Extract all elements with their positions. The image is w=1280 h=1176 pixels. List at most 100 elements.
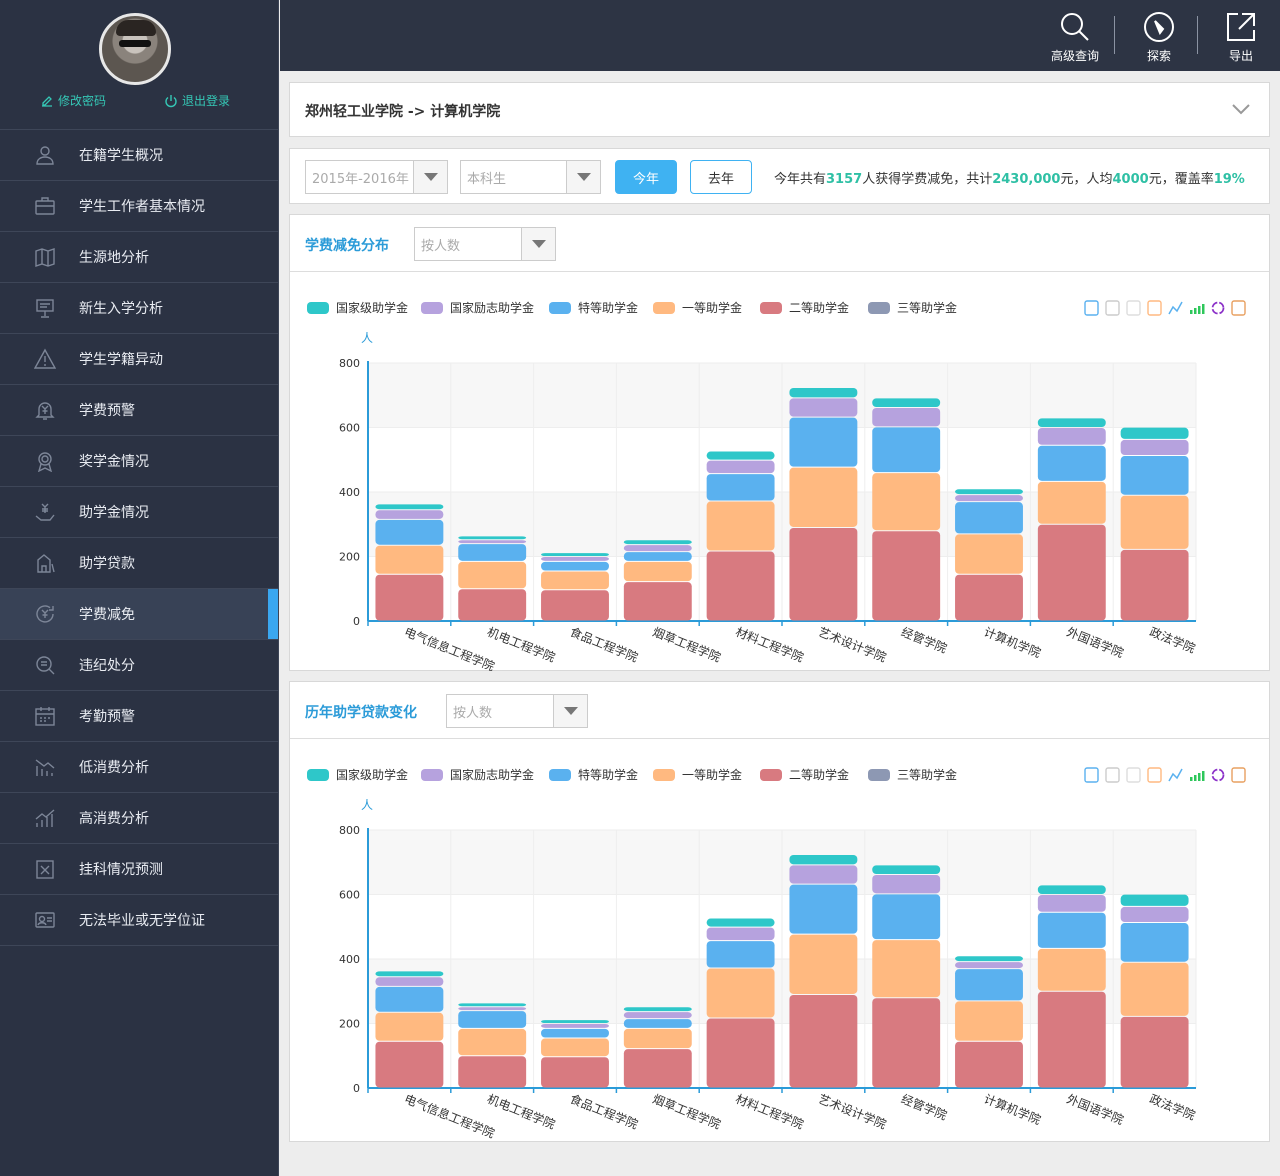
bar-segment[interactable] (955, 502, 1023, 534)
legend-item[interactable]: 二等助学金 (760, 767, 849, 782)
bar-segment[interactable] (541, 1020, 609, 1023)
bar-segment[interactable] (1120, 439, 1189, 456)
bar-segment[interactable] (458, 1056, 527, 1088)
bar-segment[interactable] (872, 531, 941, 621)
chart-metric-select[interactable]: 按人数 (446, 694, 588, 728)
bar-segment[interactable] (375, 977, 444, 986)
bar-segment[interactable] (706, 551, 775, 621)
bar-segment[interactable] (706, 1018, 775, 1088)
advanced-search-button[interactable]: 高级查询 (1051, 10, 1099, 64)
bar-segment[interactable] (375, 986, 444, 1012)
zoom-reset-icon[interactable] (1105, 767, 1120, 783)
refresh-icon[interactable] (1211, 301, 1225, 315)
avatar[interactable] (99, 13, 171, 85)
bar-segment[interactable] (541, 1024, 609, 1028)
bar-segment[interactable] (1037, 428, 1106, 445)
explore-button[interactable]: 探索 (1142, 10, 1176, 64)
save-image-icon[interactable] (1231, 300, 1246, 316)
bar-chart-icon[interactable] (1190, 771, 1205, 781)
sidebar-item[interactable]: 学生工作者基本情况 (0, 181, 278, 232)
bar-segment[interactable] (623, 1007, 692, 1012)
bar-segment[interactable] (623, 1049, 692, 1088)
bar-segment[interactable] (1037, 912, 1106, 948)
bar-segment[interactable] (706, 474, 775, 501)
bar-segment[interactable] (458, 589, 527, 621)
bar-segment[interactable] (1120, 427, 1189, 439)
sidebar-item[interactable]: 违纪处分 (0, 640, 278, 691)
bar-segment[interactable] (623, 561, 692, 582)
sidebar-item[interactable]: 新生入学分析 (0, 283, 278, 334)
bar-segment[interactable] (1120, 906, 1189, 923)
line-chart-icon[interactable] (1168, 301, 1183, 315)
save-image-icon[interactable] (1231, 767, 1246, 783)
bar-segment[interactable] (789, 884, 858, 934)
bar-segment[interactable] (872, 865, 941, 875)
bar-segment[interactable] (623, 540, 692, 545)
bar-segment[interactable] (541, 590, 609, 621)
legend-item[interactable]: 三等助学金 (868, 300, 957, 315)
bar-segment[interactable] (706, 927, 775, 941)
bar-segment[interactable] (623, 1012, 692, 1019)
bar-segment[interactable] (1037, 991, 1106, 1088)
bar-segment[interactable] (1120, 894, 1189, 906)
bar-segment[interactable] (458, 1007, 527, 1011)
bar-segment[interactable] (872, 875, 941, 894)
bar-segment[interactable] (1037, 948, 1106, 991)
bar-segment[interactable] (375, 504, 444, 510)
sidebar-item[interactable]: 无法毕业或无学位证 (0, 895, 278, 946)
bar-segment[interactable] (541, 553, 609, 556)
bar-segment[interactable] (789, 398, 858, 417)
bar-segment[interactable] (458, 1028, 527, 1056)
bar-segment[interactable] (375, 1012, 444, 1041)
sidebar-item[interactable]: 生源地分析 (0, 232, 278, 283)
student-level-select[interactable]: 本科生 (460, 160, 601, 194)
bar-segment[interactable] (1037, 885, 1106, 894)
bar-segment[interactable] (872, 940, 941, 998)
bar-segment[interactable] (1037, 895, 1106, 912)
bar-segment[interactable] (541, 561, 609, 571)
bar-segment[interactable] (706, 460, 775, 474)
bar-segment[interactable] (789, 388, 858, 398)
sidebar-item[interactable]: 高消费分析 (0, 793, 278, 844)
bar-segment[interactable] (872, 398, 941, 408)
bar-segment[interactable] (706, 501, 775, 551)
bar-segment[interactable] (623, 1028, 692, 1049)
sidebar-item[interactable]: 考勤预警 (0, 691, 278, 742)
legend-item[interactable]: 国家级助学金 (307, 767, 408, 782)
bar-segment[interactable] (706, 968, 775, 1018)
year-select[interactable]: 2015年-2016年 (305, 160, 448, 194)
sidebar-item[interactable]: 在籍学生概况 (0, 130, 278, 181)
data-view-icon[interactable] (1147, 300, 1162, 316)
sidebar-item[interactable]: 学费预警 (0, 385, 278, 436)
bar-segment[interactable] (375, 545, 444, 574)
bar-segment[interactable] (1037, 445, 1106, 481)
last-year-button[interactable]: 去年 (690, 160, 752, 194)
legend-item[interactable]: 国家励志助学金 (421, 767, 534, 782)
sidebar-item[interactable]: 学费减免 (0, 589, 278, 640)
bar-segment[interactable] (1120, 923, 1189, 962)
bar-segment[interactable] (623, 1019, 692, 1028)
bar-segment[interactable] (458, 540, 527, 544)
bar-segment[interactable] (789, 855, 858, 865)
bar-segment[interactable] (955, 495, 1023, 502)
bar-segment[interactable] (458, 561, 527, 589)
bar-segment[interactable] (458, 544, 527, 561)
bar-segment[interactable] (458, 1003, 527, 1007)
bar-segment[interactable] (1037, 418, 1106, 427)
legend-item[interactable]: 国家级助学金 (307, 300, 408, 315)
bar-segment[interactable] (955, 962, 1023, 969)
bar-segment[interactable] (955, 534, 1023, 574)
change-password-link[interactable]: 修改密码 (40, 92, 106, 109)
bar-chart-icon[interactable] (1190, 304, 1205, 314)
bar-segment[interactable] (789, 994, 858, 1088)
bar-segment[interactable] (541, 557, 609, 561)
legend-item[interactable]: 特等助学金 (549, 767, 638, 782)
bar-segment[interactable] (1037, 481, 1106, 524)
bar-segment[interactable] (955, 1001, 1023, 1041)
bar-segment[interactable] (1120, 495, 1189, 549)
legend-item[interactable]: 一等助学金 (653, 767, 742, 782)
sidebar-item[interactable]: 挂科情况预测 (0, 844, 278, 895)
bar-segment[interactable] (458, 536, 527, 540)
legend-item[interactable]: 国家励志助学金 (421, 300, 534, 315)
chevron-down-icon[interactable] (521, 228, 555, 260)
